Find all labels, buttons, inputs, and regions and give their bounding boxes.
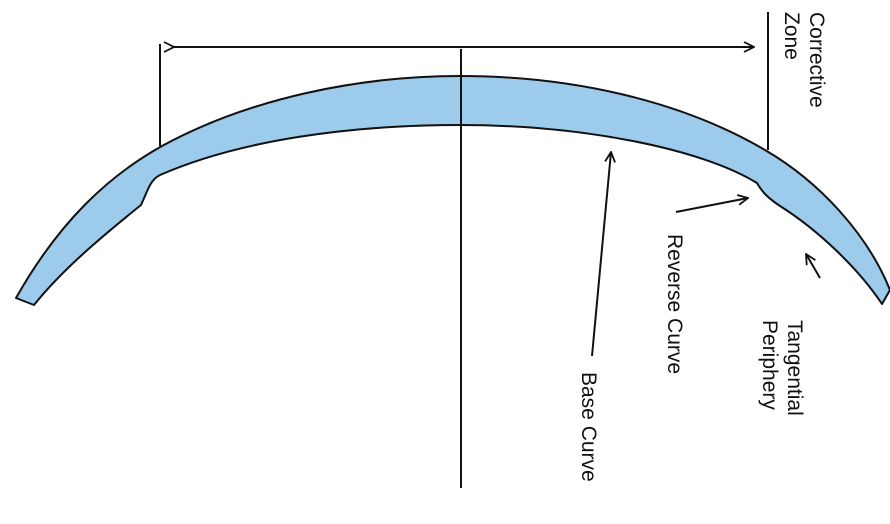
tangential-periphery-label-line2: Periphery xyxy=(758,320,781,410)
reverse-curve-label: Reverse Curve xyxy=(663,234,686,374)
reverse-curve-arrow xyxy=(675,198,748,213)
tangential-periphery-label-line1: Tangential xyxy=(783,320,806,416)
lens-cross-section xyxy=(15,75,890,306)
base-curve-label: Base Curve xyxy=(577,372,600,482)
tangential-periphery-arrow xyxy=(806,254,821,279)
corrective-zone-label-line2: Zone xyxy=(780,12,803,60)
corrective-zone-label-line1: Corrective xyxy=(805,12,828,108)
base-curve-arrow xyxy=(591,152,611,357)
